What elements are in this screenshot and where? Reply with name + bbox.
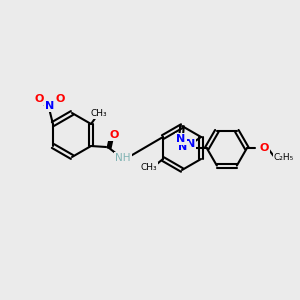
Text: N: N xyxy=(176,134,185,144)
Text: N: N xyxy=(186,140,195,149)
Text: O: O xyxy=(259,143,268,153)
Text: CH₃: CH₃ xyxy=(91,110,107,118)
Text: N: N xyxy=(45,101,55,111)
Text: N: N xyxy=(178,142,188,152)
Text: O: O xyxy=(110,130,119,140)
Text: NH: NH xyxy=(115,153,131,163)
Text: C₂H₅: C₂H₅ xyxy=(274,153,294,162)
Text: O: O xyxy=(55,94,64,104)
Text: O: O xyxy=(34,94,44,104)
Text: CH₃: CH₃ xyxy=(141,163,157,172)
